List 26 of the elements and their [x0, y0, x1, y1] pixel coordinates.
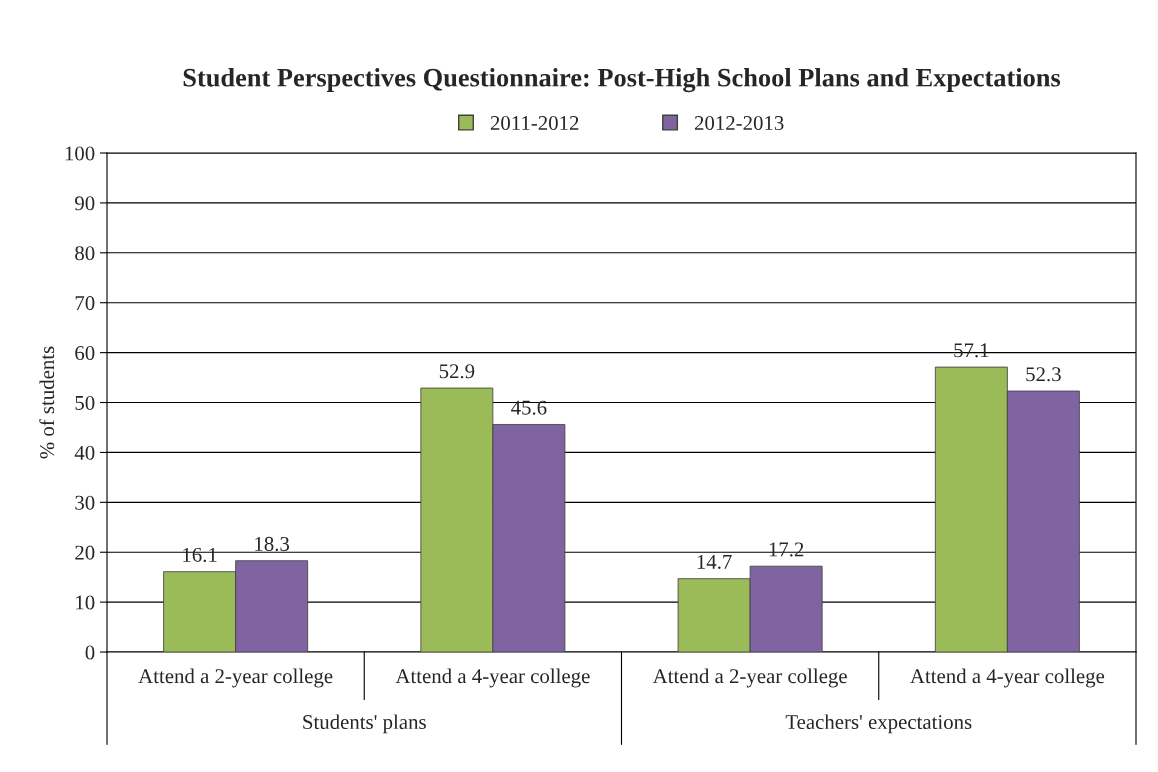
y-tick-label: 100	[65, 146, 95, 161]
text: Students' plans	[303, 714, 426, 734]
data-label: 14.7	[697, 554, 732, 569]
x-tick-label: Attend a 2-year college	[138, 668, 333, 688]
data-label: 18.3	[255, 536, 290, 552]
legend-label: 2012-2013	[694, 115, 784, 131]
y-tick-label: 70	[75, 296, 95, 311]
text: Teachers' expectations	[785, 714, 972, 734]
y-tick-label: 0	[85, 645, 95, 660]
y-tick-label: 30	[75, 495, 95, 510]
y-tick-label: 40	[74, 445, 95, 460]
data-label: 52.3	[1026, 367, 1061, 382]
x-tick-label: Attend a 4-year college	[395, 668, 590, 688]
legend-label: 2011-2012	[490, 115, 579, 131]
y-tick-label: 90	[75, 196, 95, 211]
y-tick-label: 20	[75, 545, 95, 560]
data-label: 45.6	[511, 400, 547, 415]
y-tick-label: 80	[75, 246, 95, 261]
x-tick-label: Attend a 2-year college	[652, 668, 847, 688]
x-tick-label: Attend a 4-year college	[910, 668, 1105, 688]
y-tick-label: 10	[76, 595, 95, 610]
y-tick-label: 50	[75, 395, 95, 410]
chart-title: Student Perspectives Questionnaire: Post-High School Plans and Expectations	[183, 68, 1061, 93]
y-axis-title: % of students	[39, 346, 55, 459]
y-tick-label: 60	[75, 345, 95, 361]
data-label: 52.9	[439, 364, 475, 379]
